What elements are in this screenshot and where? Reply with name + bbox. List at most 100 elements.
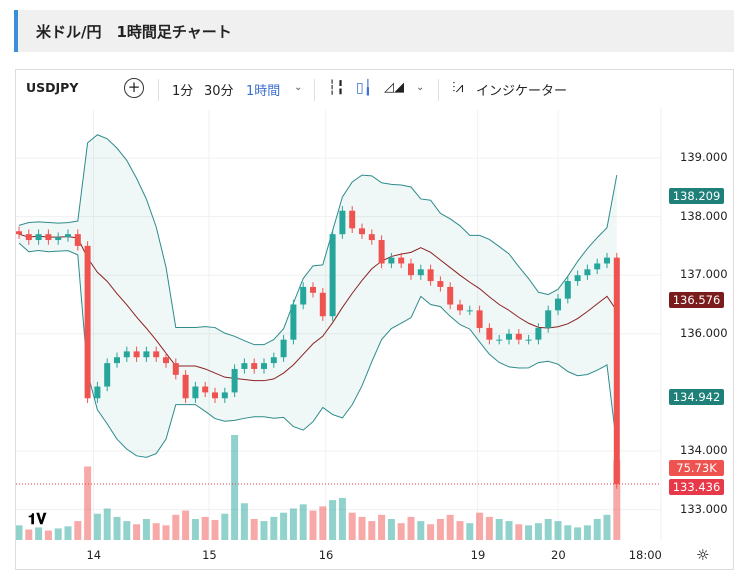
candle-body: [172, 363, 179, 375]
candle-body: [25, 234, 32, 241]
interval-chevron-down-icon[interactable]: ⌄: [294, 82, 303, 93]
interval-1m[interactable]: 1分: [172, 84, 194, 99]
chart-widget[interactable]: USDJPY + 1分 30分 1時間 ⌄ ┆╏ ▯╽ ◿◢ ⌄ ⫶⩘ インジケ…: [15, 69, 734, 570]
candle-body: [319, 292, 326, 317]
time-tick-label: 20: [551, 548, 566, 562]
volume-bar: [260, 521, 268, 540]
area-chart-icon[interactable]: ◿◢: [384, 80, 404, 95]
volume-bar: [280, 512, 288, 540]
candle-body: [280, 339, 287, 358]
candle-body: [594, 263, 601, 270]
candle-body: [398, 257, 405, 264]
interval-1h[interactable]: 1時間: [246, 84, 281, 99]
candle-body: [300, 286, 307, 305]
candle-body: [447, 286, 454, 305]
volume-bar: [182, 510, 190, 540]
candle-body: [74, 234, 81, 246]
volume-bar: [446, 514, 454, 540]
volume-bar: [368, 521, 376, 540]
volume-bar: [133, 524, 141, 540]
volume-bar: [495, 519, 503, 540]
divider: [438, 79, 439, 101]
time-tick-label: 15: [202, 548, 217, 562]
volume-tag: 75.73K: [669, 460, 724, 476]
time-tick-label: 19: [470, 548, 486, 562]
candle-body: [555, 298, 561, 311]
volume-bar: [348, 512, 356, 540]
candle-body: [545, 310, 552, 328]
volume-bar: [309, 510, 317, 540]
price-tick-label: 138.000: [680, 208, 728, 223]
candle-body: [270, 357, 277, 364]
candle-body: [192, 386, 199, 399]
lower-band-tag: 134.942: [669, 389, 724, 405]
bar-chart-icon[interactable]: ┆╏: [328, 80, 345, 96]
candle-body: [35, 234, 42, 241]
volume-bar: [564, 525, 572, 540]
candle-body: [261, 363, 267, 369]
candle-body: [104, 363, 111, 387]
volume-bar: [299, 504, 307, 540]
chart-type-chevron-down-icon[interactable]: ⌄: [416, 82, 425, 93]
volume-bar: [456, 521, 464, 540]
price-tick-label: 134.000: [680, 443, 728, 457]
volume-bar: [25, 529, 33, 540]
candle-body: [182, 374, 189, 399]
volume-bar: [211, 520, 219, 540]
price-chart[interactable]: [16, 70, 733, 569]
bollinger-upper-line: [18, 134, 618, 346]
candle-body: [417, 269, 424, 276]
candle-body: [564, 281, 571, 299]
interval-30m[interactable]: 30分: [204, 84, 234, 99]
price-tick-label: 137.000: [680, 267, 728, 282]
volume-bar: [329, 500, 337, 540]
volume-bar: [338, 498, 346, 540]
candle-body: [368, 234, 375, 241]
volume-bar: [485, 516, 493, 540]
volume-bar: [162, 525, 170, 540]
volume-bar: [525, 525, 533, 540]
volume-bar: [554, 521, 562, 540]
candle-body: [45, 234, 52, 241]
middle-band-tag: 136.576: [669, 292, 724, 308]
price-tick-label: 139.000: [680, 150, 728, 164]
candle-body: [457, 304, 463, 311]
candle-body: [251, 363, 258, 369]
volume-bar: [231, 435, 239, 540]
volume-bar: [84, 466, 92, 540]
volume-bar: [35, 527, 43, 540]
volume-bar: [574, 527, 582, 540]
candlestick-icon[interactable]: ▯╽: [356, 80, 373, 96]
indicators-icon[interactable]: ⫶⩘: [452, 80, 464, 96]
page-title: 米ドル/円 1時間足チャート: [14, 10, 734, 52]
candle-body: [584, 269, 591, 276]
volume-bar: [221, 513, 229, 540]
candle-body: [574, 275, 581, 282]
volume-bar: [583, 525, 591, 540]
volume-bar: [201, 516, 209, 540]
candle-body: [290, 304, 297, 340]
volume-bar: [93, 513, 101, 540]
volume-bar: [466, 523, 474, 540]
settings-gear-icon[interactable]: ☼: [696, 546, 710, 564]
candle-body: [153, 351, 160, 358]
add-symbol-icon[interactable]: +: [124, 78, 144, 98]
volume-bar: [593, 519, 601, 540]
volume-bar: [74, 521, 82, 540]
volume-bar: [427, 524, 435, 540]
volume-bar: [505, 521, 513, 540]
candle-body: [466, 310, 473, 312]
candle-body: [143, 351, 150, 358]
candle-body: [231, 368, 238, 393]
indicators-button[interactable]: インジケーター: [476, 84, 568, 99]
upper-band-tag: 138.209: [669, 188, 724, 204]
candle-body: [310, 286, 316, 293]
volume-bar: [397, 523, 405, 540]
time-tick-label: 16: [318, 548, 334, 562]
candle-body: [133, 351, 140, 358]
volume-bar: [407, 516, 415, 540]
divider: [314, 79, 315, 101]
candle-body: [65, 234, 71, 238]
symbol-button[interactable]: USDJPY: [26, 80, 79, 95]
candle-body: [378, 240, 385, 264]
